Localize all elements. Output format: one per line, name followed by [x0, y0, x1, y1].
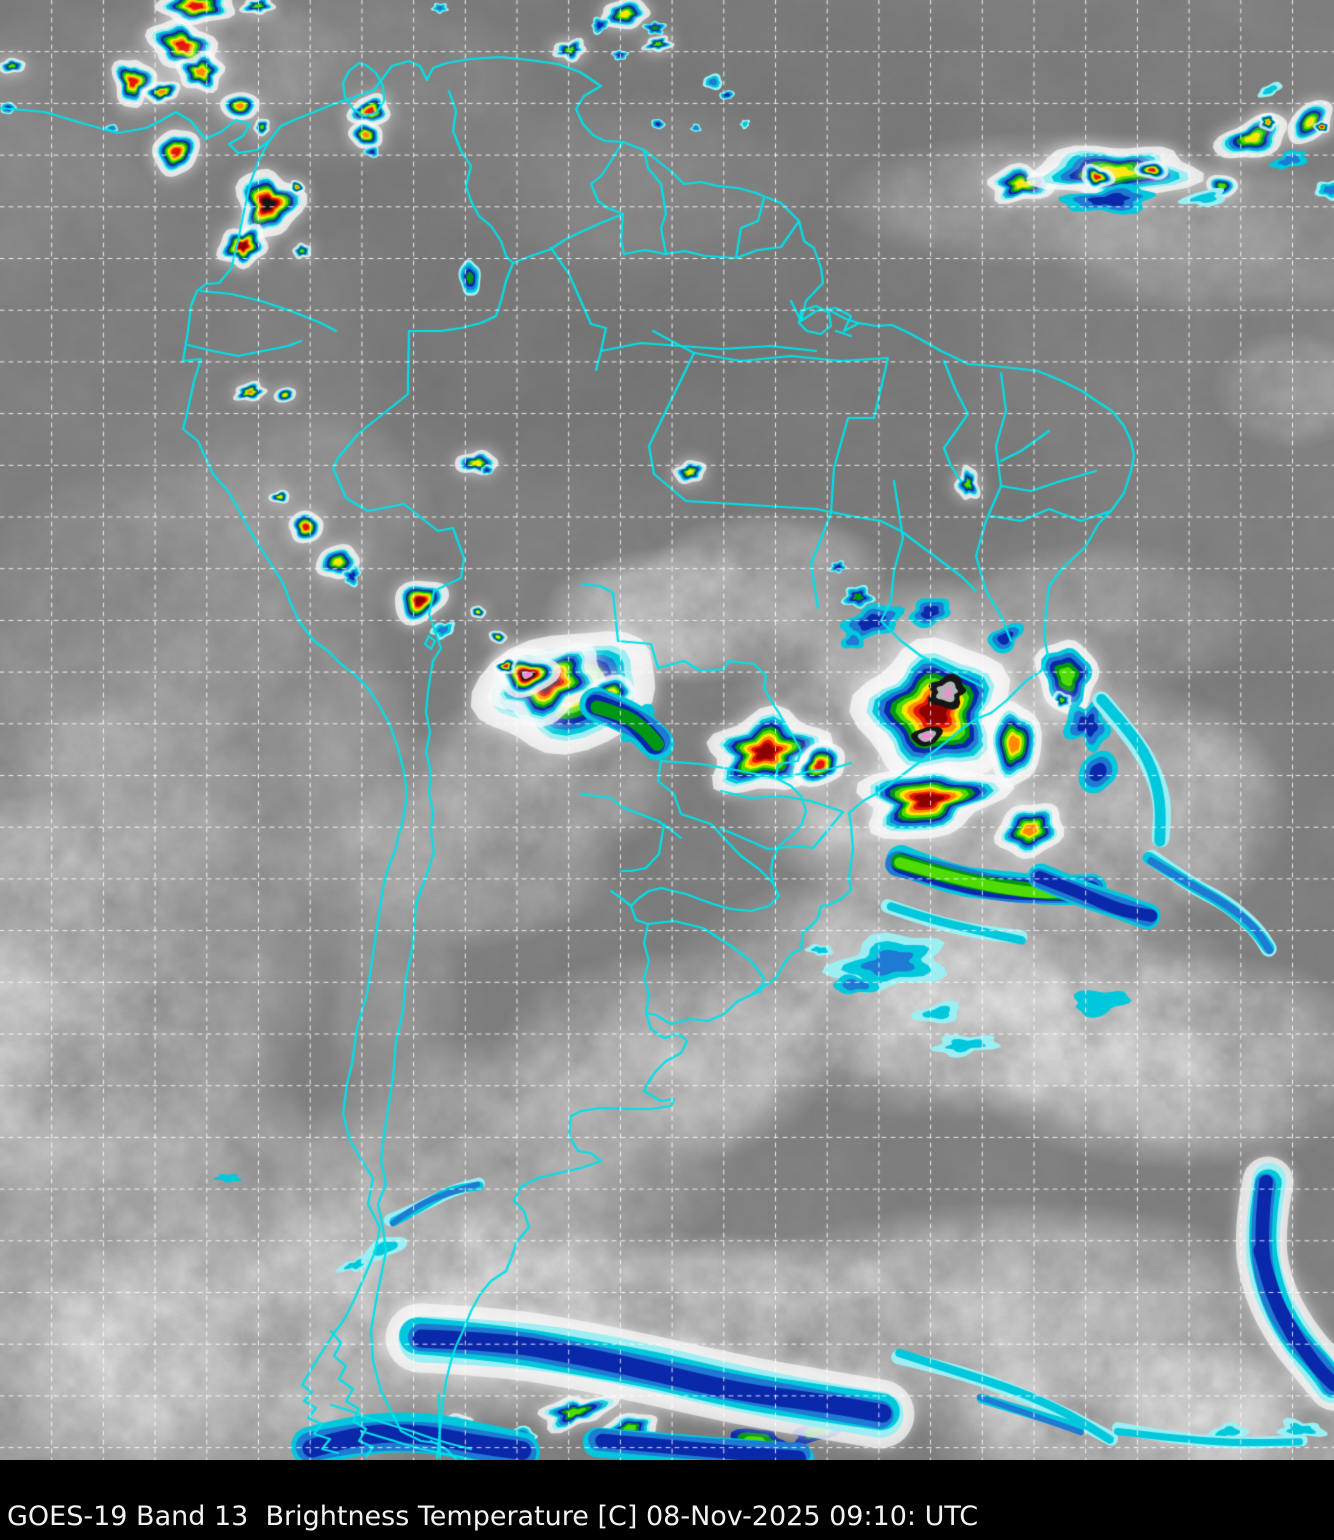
satellite-map-canvas — [0, 0, 1334, 1460]
caption-text: GOES-19 Band 13 Brightness Temperature [… — [7, 1501, 979, 1532]
caption-bar: GOES-19 Band 13 Brightness Temperature [… — [0, 1460, 1334, 1540]
